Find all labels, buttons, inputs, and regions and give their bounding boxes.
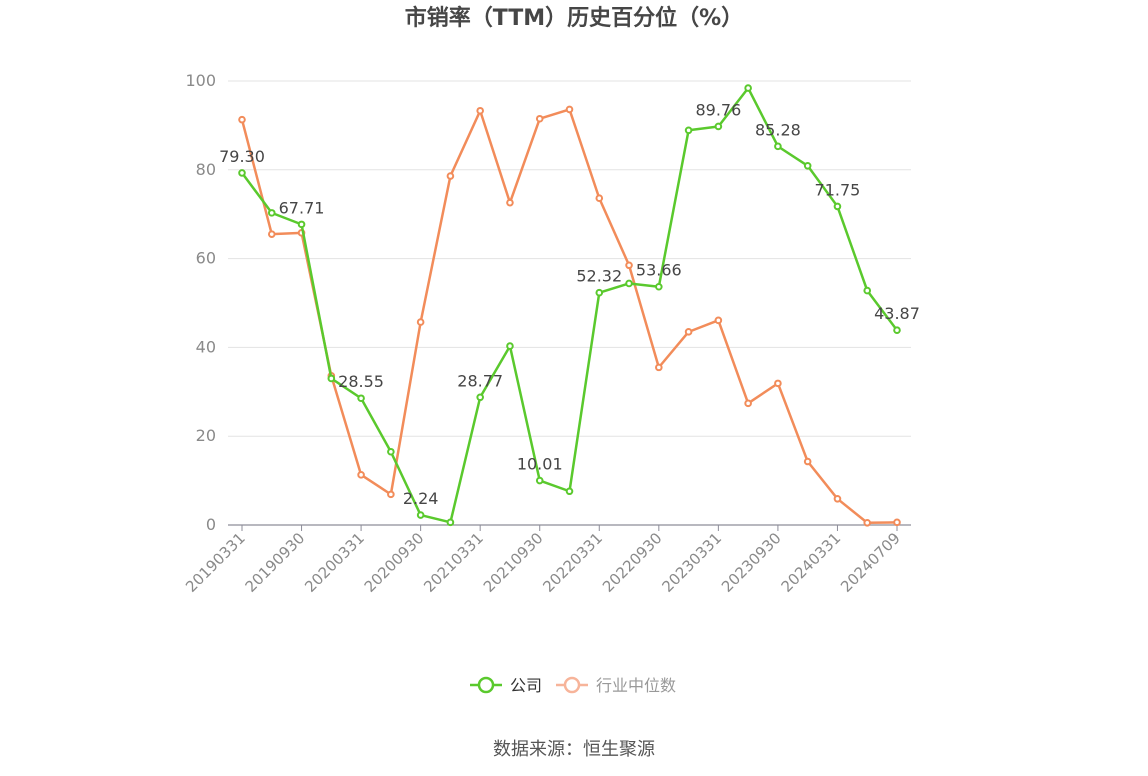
data-source: 数据来源：恒生聚源 <box>493 739 655 760</box>
data-point-company[interactable] <box>327 374 336 383</box>
x-tick-label: 20220930 <box>599 529 666 596</box>
series-line-company <box>240 86 899 524</box>
data-point-industry-median[interactable] <box>535 114 544 123</box>
data-point-company[interactable] <box>833 202 842 211</box>
data-point-company[interactable] <box>446 518 455 527</box>
y-tick-label: 60 <box>196 249 216 268</box>
data-point-company[interactable] <box>714 122 723 131</box>
data-point-industry-median[interactable] <box>387 490 395 499</box>
data-point-company[interactable] <box>863 286 872 295</box>
data-point-company[interactable] <box>387 447 395 456</box>
data-label: 2.24 <box>403 489 439 508</box>
data-point-company[interactable] <box>238 169 246 177</box>
data-point-industry-median[interactable] <box>565 105 574 114</box>
y-tick-label: 80 <box>196 160 216 179</box>
data-label: 67.71 <box>279 198 325 217</box>
data-point-company[interactable] <box>297 220 306 229</box>
x-tick-label: 20210930 <box>480 529 547 596</box>
data-label: 43.87 <box>874 304 920 323</box>
data-point-company[interactable] <box>655 282 663 291</box>
x-tick-label: 20230331 <box>658 529 725 596</box>
data-point-industry-median[interactable] <box>357 471 365 479</box>
data-point-industry-median[interactable] <box>238 115 246 124</box>
y-tick-label: 20 <box>196 426 216 445</box>
data-point-company[interactable] <box>893 326 901 335</box>
data-point-company[interactable] <box>595 288 604 297</box>
data-point-industry-median[interactable] <box>476 106 484 115</box>
legend-marker <box>563 676 581 694</box>
data-point-industry-median[interactable] <box>714 316 723 325</box>
data-point-company[interactable] <box>267 209 276 217</box>
y-tick-label: 40 <box>196 337 216 356</box>
grid <box>228 80 911 437</box>
y-tick-label: 100 <box>185 71 216 90</box>
x-tick-label: 20190930 <box>242 529 309 596</box>
data-point-company[interactable] <box>625 279 633 288</box>
x-tick-label: 20240331 <box>778 529 845 596</box>
data-point-industry-median[interactable] <box>774 379 782 388</box>
series-layer <box>238 84 901 527</box>
data-label: 10.01 <box>517 455 563 474</box>
data-point-industry-median[interactable] <box>655 363 663 372</box>
data-point-industry-median[interactable] <box>267 230 276 238</box>
x-tick-label: 20240709 <box>837 529 904 596</box>
data-point-company[interactable] <box>803 162 812 170</box>
data-point-company[interactable] <box>535 476 544 485</box>
data-label: 28.55 <box>338 372 384 391</box>
x-tick-label: 20210331 <box>420 529 487 596</box>
data-label: 53.66 <box>636 261 682 280</box>
data-label: 28.77 <box>457 371 503 390</box>
axes: 0 20 40 60 80 100 2019033120190930202003312020… <box>182 71 911 596</box>
data-point-industry-median[interactable] <box>595 194 604 203</box>
data-point-company[interactable] <box>357 394 365 403</box>
x-tick-label: 20190331 <box>182 529 249 596</box>
legend-label: 公司 <box>510 676 542 695</box>
data-labels: 79.30 67.71 28.55 2.24 28.77 10.01 52.32 53.66 8… <box>219 100 920 508</box>
data-point-industry-median[interactable] <box>744 399 752 408</box>
data-point-company[interactable] <box>476 393 484 402</box>
data-label: 52.32 <box>576 267 622 286</box>
data-point-industry-median[interactable] <box>833 495 842 503</box>
data-point-company[interactable] <box>416 511 425 519</box>
x-tick-label: 20230930 <box>718 529 785 596</box>
legend[interactable]: 公司 行业中位数 <box>470 676 676 695</box>
data-point-industry-median[interactable] <box>506 198 514 207</box>
legend-item-industry-median[interactable]: 行业中位数 <box>556 676 676 695</box>
legend-marker <box>477 676 495 694</box>
data-point-industry-median[interactable] <box>893 518 901 527</box>
data-point-industry-median[interactable] <box>863 518 872 527</box>
x-tick-label: 20220331 <box>539 529 606 596</box>
data-point-company[interactable] <box>744 84 752 92</box>
data-point-industry-median[interactable] <box>416 318 425 326</box>
data-point-industry-median[interactable] <box>684 328 693 336</box>
chart-title: 市销率（TTM）历史百分位（%） <box>405 5 743 31</box>
data-point-industry-median[interactable] <box>446 172 455 180</box>
data-point-industry-median[interactable] <box>803 457 812 466</box>
data-point-company[interactable] <box>506 342 514 350</box>
x-tick-label: 20200930 <box>361 529 428 596</box>
data-label: 71.75 <box>815 180 861 199</box>
x-tick-label: 20200331 <box>301 529 368 596</box>
data-label: 89.76 <box>695 100 741 119</box>
y-tick-label: 0 <box>206 515 216 534</box>
legend-item-company[interactable]: 公司 <box>470 676 542 695</box>
data-point-company[interactable] <box>684 126 693 135</box>
data-label: 79.30 <box>219 147 265 166</box>
legend-label: 行业中位数 <box>596 676 676 695</box>
data-point-industry-median[interactable] <box>625 261 633 270</box>
series-line-industry-median <box>240 108 899 525</box>
data-point-company[interactable] <box>774 142 782 151</box>
data-point-company[interactable] <box>565 487 574 496</box>
data-label: 85.28 <box>755 120 801 139</box>
